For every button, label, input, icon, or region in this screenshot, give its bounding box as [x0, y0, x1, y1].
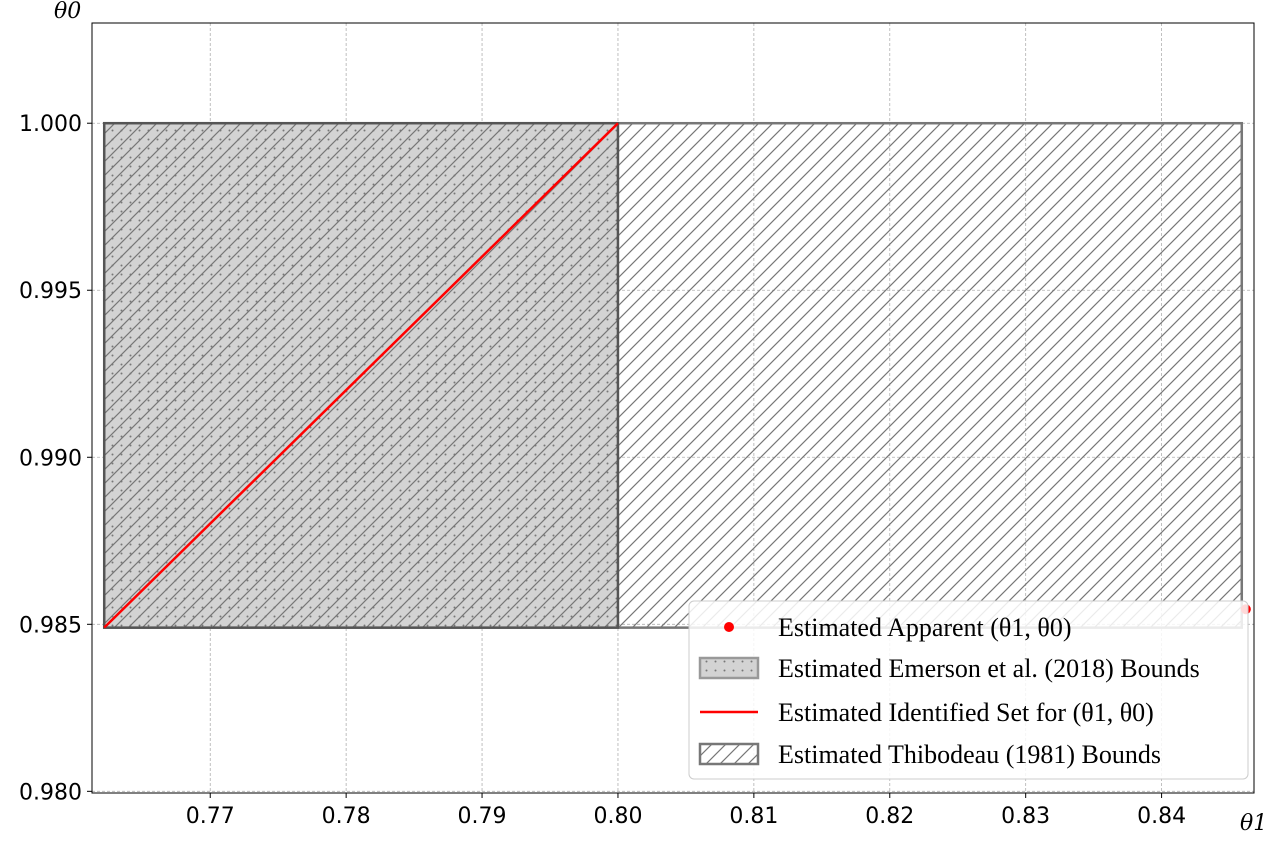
legend-entry-label: Estimated Emerson et al. (2018) Bounds	[778, 654, 1200, 683]
legend-entry-label: Estimated Identified Set for (θ1, θ0)	[778, 698, 1154, 727]
x-axis-label: θ1	[1240, 811, 1264, 836]
y-tick-label: 0.985	[19, 613, 82, 638]
y-axis-label: θ0	[54, 0, 81, 24]
legend-box	[688, 600, 1249, 780]
axis-ticks: 0.77 0.78 0.79 0.80 0.81 0.82 0.83 0.84 0.980 0.9…	[19, 112, 1186, 829]
x-tick-label: 0.79	[458, 804, 507, 829]
legend: Estimated Apparent (θ1, θ0) Estimated Eme…	[688, 600, 1249, 780]
plot-frame	[91, 22, 1255, 794]
legend-entry-label: Estimated Apparent (θ1, θ0)	[778, 613, 1072, 642]
x-tick-label: 0.81	[729, 804, 778, 829]
x-tick-label: 0.84	[1137, 804, 1186, 829]
legend-marker-hatched	[698, 742, 760, 766]
y-tick-label: 0.995	[19, 279, 82, 304]
x-tick-label: 0.82	[865, 804, 914, 829]
plot-area	[102, 121, 1251, 629]
x-tick-label: 0.78	[322, 804, 371, 829]
x-tick-label: 0.83	[1001, 804, 1050, 829]
legend-marker-point	[724, 622, 734, 632]
identified-set-line	[103, 122, 619, 629]
legend-entry-label: Estimated Thibodeau (1981) Bounds	[778, 740, 1161, 769]
x-tick-label: 0.80	[593, 804, 642, 829]
y-tick-label: 0.990	[19, 446, 82, 471]
y-tick-label: 1.000	[19, 112, 82, 137]
x-tick-label: 0.77	[186, 804, 235, 829]
legend-marker-dotted	[698, 656, 760, 680]
y-tick-label: 0.980	[19, 780, 82, 805]
